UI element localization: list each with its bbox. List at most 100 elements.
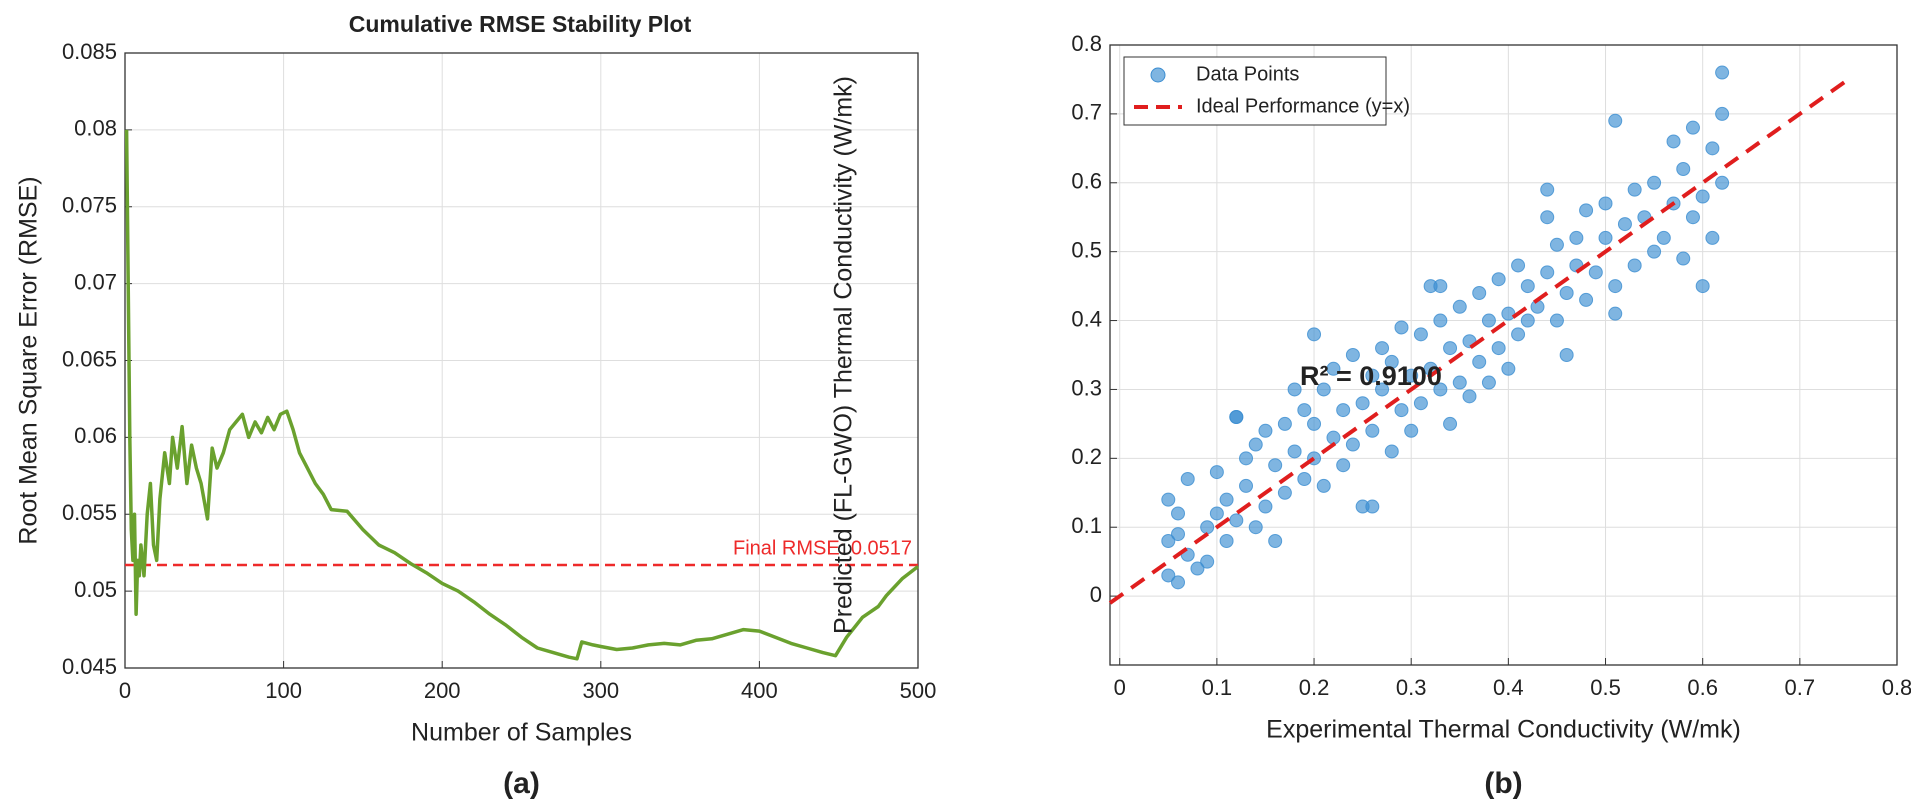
data-point (1365, 368, 1380, 383)
plot-frame (1109, 44, 1898, 666)
data-point (1190, 561, 1205, 576)
data-point (1239, 451, 1254, 466)
y-tick-label: 0.07 (74, 269, 117, 294)
y-tick-label: 0 (1090, 582, 1102, 607)
y-tick-label: 0.8 (1071, 31, 1102, 56)
y-tick-label: 0.2 (1071, 444, 1102, 469)
data-point (1200, 554, 1215, 569)
data-point (1481, 375, 1496, 390)
data-point (1287, 382, 1302, 397)
data-point (1413, 327, 1428, 342)
data-point (1695, 279, 1710, 294)
data-point (1200, 520, 1215, 535)
y-tick-label: 0.05 (74, 577, 117, 602)
x-tick-label: 100 (265, 678, 302, 703)
data-point (1443, 341, 1458, 356)
data-point (1307, 327, 1322, 342)
data-point (1666, 134, 1681, 149)
data-point (1569, 230, 1584, 245)
data-point (1549, 313, 1564, 328)
y-axis-label: Root Mean Square Error (RMSE) (15, 176, 43, 544)
data-point (1375, 382, 1390, 397)
data-point (1375, 341, 1390, 356)
data-point (1491, 272, 1506, 287)
x-tick-label: 0.4 (1493, 675, 1524, 700)
data-point (1715, 106, 1730, 121)
data-point (1472, 286, 1487, 300)
data-point (1705, 230, 1720, 245)
data-point (1161, 568, 1176, 583)
x-tick-label: 0.1 (1202, 675, 1233, 700)
data-point (1540, 265, 1555, 280)
data-point (1229, 410, 1244, 424)
rmse-line (124, 129, 920, 661)
data-point (1345, 437, 1360, 452)
data-point (1394, 320, 1409, 335)
caption: (b) (1484, 767, 1522, 800)
data-point (1685, 120, 1700, 135)
data-point (1462, 389, 1477, 404)
data-point (1540, 210, 1555, 225)
data-point (1481, 313, 1496, 328)
y-tick-label: 0.065 (62, 346, 117, 371)
x-tick-label: 0.2 (1299, 675, 1330, 700)
data-point (1676, 162, 1691, 176)
data-point (1656, 230, 1671, 245)
x-tick-label: 0.6 (1687, 675, 1718, 700)
data-point (1715, 65, 1730, 80)
data-point (1511, 258, 1526, 273)
data-point (1491, 341, 1506, 356)
ideal-line (1108, 77, 1850, 605)
data-point (1365, 423, 1380, 438)
data-point (1316, 382, 1331, 397)
legend-box (1123, 56, 1387, 126)
data-point (1404, 423, 1419, 438)
x-tick-label: 0.3 (1396, 675, 1427, 700)
data-point (1520, 279, 1535, 294)
data-point (1413, 396, 1428, 411)
data-point (1326, 361, 1341, 376)
x-tick-label: 0.7 (1785, 675, 1816, 700)
data-point (1501, 306, 1516, 321)
data-point (1277, 416, 1292, 431)
plot-frame (124, 52, 919, 669)
x-tick-label: 0.5 (1590, 675, 1621, 700)
legend-label: Ideal Performance (y=x) (1196, 95, 1410, 117)
data-point (1268, 458, 1283, 473)
data-point (1685, 210, 1700, 225)
data-point (1608, 113, 1623, 128)
y-tick-label: 0.5 (1071, 237, 1102, 262)
legend-swatch (1150, 67, 1166, 83)
data-point (1161, 492, 1176, 507)
data-point (1472, 354, 1487, 369)
data-point (1336, 403, 1351, 418)
y-tick-label: 0.3 (1071, 375, 1102, 400)
y-tick-label: 0.1 (1071, 513, 1102, 538)
data-point (1627, 258, 1642, 273)
data-point (1617, 217, 1632, 232)
data-point (1171, 506, 1186, 521)
data-point (1258, 499, 1273, 514)
data-point (1229, 513, 1244, 528)
data-point (1520, 313, 1535, 328)
data-point (1161, 534, 1176, 548)
legend-label: Data Points (1196, 63, 1299, 85)
data-point (1171, 527, 1186, 542)
data-point (1239, 478, 1254, 493)
data-point (1598, 196, 1613, 211)
y-tick-label: 0.4 (1071, 306, 1102, 331)
data-point (1579, 292, 1594, 307)
data-point (1452, 375, 1467, 390)
data-point (1384, 444, 1399, 459)
data-point (1345, 348, 1360, 362)
data-point (1219, 492, 1234, 507)
data-point (1452, 299, 1467, 314)
x-axis-label: Number of Samples (411, 719, 632, 747)
data-point (1433, 313, 1448, 328)
data-point (1501, 361, 1516, 376)
caption: (a) (503, 767, 540, 800)
data-point (1384, 354, 1399, 369)
x-tick-label: 0 (119, 678, 131, 703)
data-point (1209, 465, 1224, 480)
